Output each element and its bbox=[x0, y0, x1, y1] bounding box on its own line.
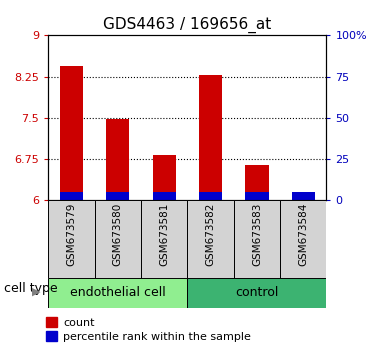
Bar bbox=[60, 192, 83, 200]
Text: cell type: cell type bbox=[4, 282, 58, 295]
Bar bbox=[245, 165, 269, 200]
Text: GSM673583: GSM673583 bbox=[252, 202, 262, 266]
Bar bbox=[234, 200, 280, 278]
Title: GDS4463 / 169656_at: GDS4463 / 169656_at bbox=[103, 16, 272, 33]
Bar bbox=[106, 192, 129, 200]
Text: GSM673584: GSM673584 bbox=[298, 202, 308, 266]
Text: GSM673581: GSM673581 bbox=[159, 202, 169, 266]
Text: ▶: ▶ bbox=[32, 286, 40, 296]
Bar bbox=[280, 200, 326, 278]
Bar bbox=[152, 192, 176, 200]
Text: GSM673580: GSM673580 bbox=[113, 202, 123, 266]
Bar bbox=[245, 192, 269, 200]
Bar bbox=[187, 278, 326, 308]
Bar bbox=[199, 75, 222, 200]
Bar bbox=[292, 192, 315, 200]
Text: GSM673579: GSM673579 bbox=[66, 202, 76, 266]
Text: endothelial cell: endothelial cell bbox=[70, 286, 166, 299]
Bar bbox=[199, 192, 222, 200]
Bar bbox=[48, 278, 187, 308]
Text: control: control bbox=[235, 286, 279, 299]
Bar bbox=[106, 119, 129, 200]
Bar bbox=[95, 200, 141, 278]
Bar bbox=[187, 200, 234, 278]
Bar bbox=[152, 155, 176, 200]
Bar bbox=[48, 200, 95, 278]
Bar bbox=[60, 65, 83, 200]
Text: GSM673582: GSM673582 bbox=[206, 202, 216, 266]
Legend: count, percentile rank within the sample: count, percentile rank within the sample bbox=[46, 317, 251, 342]
Bar bbox=[292, 195, 315, 200]
Bar bbox=[141, 200, 187, 278]
